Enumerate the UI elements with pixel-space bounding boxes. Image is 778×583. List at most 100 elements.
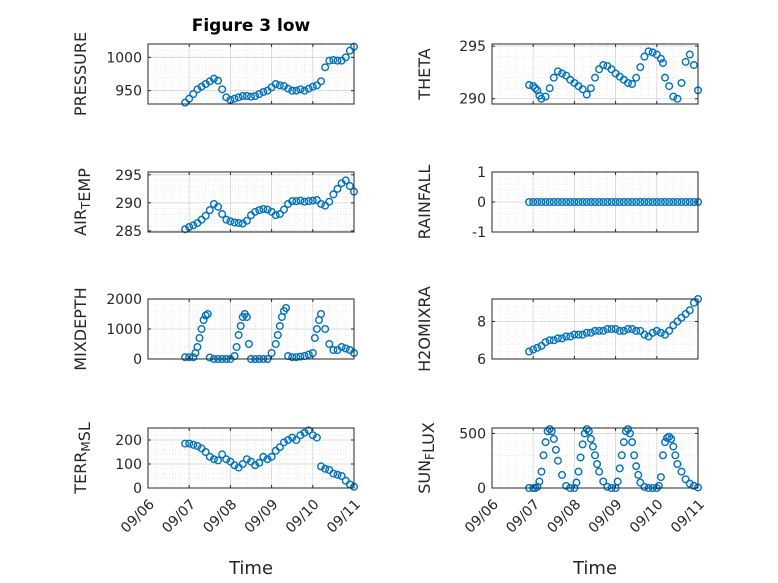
axes-box [147,43,355,105]
y-axis-label-part: LUX [419,422,438,453]
data-point [634,470,643,479]
data-point [234,219,243,228]
data-point [661,438,670,447]
data-point [558,197,567,206]
data-point [656,473,665,482]
data-series [181,426,359,491]
data-point [312,325,321,334]
data-point [201,311,210,320]
y-axis-label-part: F [423,453,437,460]
data-point [531,84,540,93]
data-point [271,340,280,349]
data-point [234,331,243,340]
subplot-2: 290 295 THETA [415,39,703,108]
data-point [632,197,641,206]
data-point [195,334,204,343]
data-point [308,196,317,205]
y-axis-label-part: M [79,441,93,451]
data-point [570,330,579,339]
data-point [640,197,649,206]
data-point [275,443,284,452]
data-point [677,78,686,87]
y-tick-label: 285 [115,224,142,240]
data-point [652,197,661,206]
y-axis-label-part: T [79,201,93,210]
x-axis-label-right: Time [572,558,617,579]
data-point [284,436,293,445]
data-point [251,461,260,470]
data-point [279,205,288,214]
data-point [300,86,309,95]
data-point [553,197,562,206]
data-point [292,86,301,95]
axes-box [491,43,699,105]
data-point [545,336,554,345]
data-point [214,202,223,211]
data-point [321,325,330,334]
data-point [312,196,321,205]
data-point [205,452,214,461]
data-point [189,89,198,98]
data-point [640,482,649,491]
data-point [656,54,665,63]
data-point [288,86,297,95]
data-point [553,334,562,343]
data-point [292,197,301,206]
data-point [578,330,587,339]
data-point [673,460,682,469]
data-point [193,343,202,352]
y-axis-label-part: TERR [71,452,90,495]
data-point [541,338,550,347]
data-point [288,433,297,442]
data-point [562,481,571,490]
data-point [533,343,542,352]
subplot-3: 285 290 295 AIRTEMP [71,168,359,240]
data-point [329,346,338,355]
data-point [685,306,694,315]
data-point [271,79,280,88]
y-axis-label: H2OMIXRA [415,286,434,372]
y-axis-label-part: PRESSURE [71,32,90,116]
data-point [591,197,600,206]
data-point [630,451,639,460]
y-axis-label: AIRTEMP [71,168,94,236]
data-point [671,451,680,460]
figure-title: Figure 3 low [192,16,311,36]
data-point [619,197,628,206]
data-point [333,184,342,193]
y-axis-label-part: MIXDEPTH [71,287,90,370]
data-point [329,56,338,65]
data-point [607,325,616,334]
data-point [333,56,342,65]
data-point [317,310,326,319]
x-axis-label-left: Time [228,558,273,579]
data-point [607,65,616,74]
data-point [669,92,678,101]
data-point [325,56,334,65]
data-point [656,328,665,337]
data-point [658,451,667,460]
data-point [648,197,657,206]
y-tick-label: 1000 [106,50,142,66]
data-point [296,85,305,94]
data-point [549,73,558,82]
data-point [259,87,268,96]
data-point [619,438,628,447]
data-point [203,310,212,319]
data-point [681,57,690,66]
data-point [209,74,218,83]
data-point [558,69,567,78]
data-point [578,197,587,206]
y-axis-label: THETA [415,48,434,100]
data-point [259,205,268,214]
data-point [595,65,604,74]
data-point [677,467,686,476]
data-point [201,211,210,220]
data-point [201,448,210,457]
data-point [661,73,670,82]
y-tick-label: 500 [459,426,486,442]
data-point [279,438,288,447]
data-point [345,46,354,55]
